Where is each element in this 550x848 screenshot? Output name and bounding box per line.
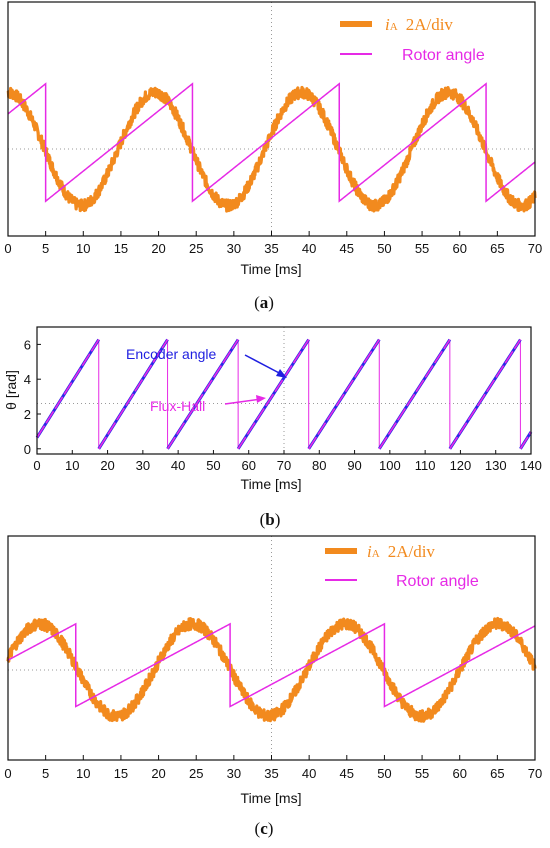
panel-a-caption: (a) [254, 293, 274, 312]
x-tick-label: 20 [100, 458, 114, 473]
legend-current-label: iA 2A/div [385, 15, 453, 34]
x-tick-label: 35 [264, 241, 278, 256]
x-tick-label: 60 [241, 458, 255, 473]
panel-b-frame [36, 326, 532, 455]
panel-a-x-axis-label: Time [ms] [241, 261, 302, 277]
annotation-encoder-arrow-line [244, 354, 284, 376]
annotation-encoder-angle: Encoder angle [126, 346, 217, 362]
x-tick-label: 65 [490, 766, 504, 781]
y-tick-label: 4 [24, 372, 31, 387]
x-tick-label: 50 [377, 766, 391, 781]
panel-c-caption: (c) [255, 819, 274, 838]
x-tick-label: 10 [76, 766, 90, 781]
x-tick-label: 70 [277, 458, 291, 473]
panel-b-plot-area [35, 327, 533, 454]
x-tick-label: 55 [415, 766, 429, 781]
rotor-angle-trace [7, 622, 536, 708]
panel-c-x-axis-label: Time [ms] [241, 790, 302, 806]
x-tick-label: 35 [264, 766, 278, 781]
x-tick-label: 0 [33, 458, 40, 473]
annotation-encoder-arrowhead [276, 369, 287, 378]
y-tick-label: 0 [24, 442, 31, 457]
flux-hall-angle-trace [36, 339, 532, 450]
panel-a: 0 5 10 15 20 25 30 35 40 45 50 55 60 65 70 Time [ms] i… [4, 1, 542, 312]
x-tick-label: 15 [114, 241, 128, 256]
legend-rotor-label: Rotor angle [396, 573, 479, 590]
x-tick-label: 15 [114, 766, 128, 781]
panel-a-plot-area [6, 2, 537, 236]
panel-b-annotations: Encoder angle Flux-Hall [126, 346, 287, 414]
x-tick-label: 140 [520, 458, 542, 473]
phase-current-trace [6, 85, 537, 213]
x-tick-label: 65 [490, 241, 504, 256]
x-tick-label: 30 [136, 458, 150, 473]
x-tick-label: 100 [379, 458, 401, 473]
x-tick-label: 50 [377, 241, 391, 256]
x-tick-label: 110 [415, 458, 436, 473]
x-tick-label: 0 [4, 766, 11, 781]
x-tick-label: 0 [4, 241, 11, 256]
x-tick-label: 70 [528, 766, 542, 781]
y-tick-label: 2 [24, 407, 31, 422]
x-tick-label: 25 [189, 241, 203, 256]
x-tick-label: 50 [206, 458, 220, 473]
x-tick-label: 40 [171, 458, 185, 473]
y-tick-label: 6 [24, 337, 31, 352]
x-tick-label: 80 [312, 458, 326, 473]
x-tick-label: 5 [42, 766, 49, 781]
legend-rotor-label: Rotor angle [402, 47, 485, 64]
x-tick-label: 5 [42, 241, 49, 256]
panel-c-legend: iA 2A/div Rotor angle [325, 542, 479, 590]
panel-c-plot-area [6, 536, 537, 760]
x-tick-label: 45 [340, 241, 354, 256]
phase-current-trace [6, 616, 537, 723]
x-tick-label: 30 [227, 766, 241, 781]
x-tick-label: 120 [450, 458, 472, 473]
x-tick-label: 60 [452, 766, 466, 781]
x-tick-label: 130 [485, 458, 507, 473]
x-tick-label: 20 [151, 766, 165, 781]
panel-b-caption: (b) [260, 510, 281, 529]
legend-current-label: iA 2A/div [367, 542, 435, 561]
annotation-flux-hall-arrowhead [256, 395, 266, 403]
panel-a-legend: iA 2A/div Rotor angle [340, 15, 485, 64]
x-tick-label: 45 [340, 766, 354, 781]
x-tick-label: 60 [452, 241, 466, 256]
x-tick-label: 25 [189, 766, 203, 781]
panel-c: 0 5 10 15 20 25 30 35 40 45 50 55 60 65 70 Time [ms] i… [4, 535, 542, 838]
x-tick-label: 10 [65, 458, 79, 473]
panel-b-x-axis-label: Time [ms] [241, 476, 302, 492]
annotation-flux-hall-arrow-line [224, 398, 262, 405]
x-tick-label: 20 [151, 241, 165, 256]
x-tick-label: 40 [302, 241, 316, 256]
panel-c-x-ticks: 0 5 10 15 20 25 30 35 40 45 50 55 60 65 70 [4, 755, 542, 781]
x-tick-label: 40 [302, 766, 316, 781]
panel-b-y-axis-label: θ [rad] [3, 370, 19, 410]
flux-hall-wrap-lines [98, 339, 521, 449]
x-tick-label: 70 [528, 241, 542, 256]
x-tick-label: 55 [415, 241, 429, 256]
x-tick-label: 10 [76, 241, 90, 256]
panel-b-ticks: 0 10 20 30 40 50 60 70 80 90 100 110 120 130 140 0 2 4 6 [24, 337, 542, 473]
x-tick-label: 90 [347, 458, 361, 473]
annotation-flux-hall: Flux-Hall [150, 398, 205, 414]
x-tick-label: 30 [227, 241, 241, 256]
rotor-angle-trace [7, 82, 536, 203]
panel-a-x-ticks: 0 5 10 15 20 25 30 35 40 45 50 55 60 65 70 [4, 231, 542, 256]
panel-b: 0 10 20 30 40 50 60 70 80 90 100 110 120 130 140 0 2 4 6 T… [3, 326, 542, 529]
